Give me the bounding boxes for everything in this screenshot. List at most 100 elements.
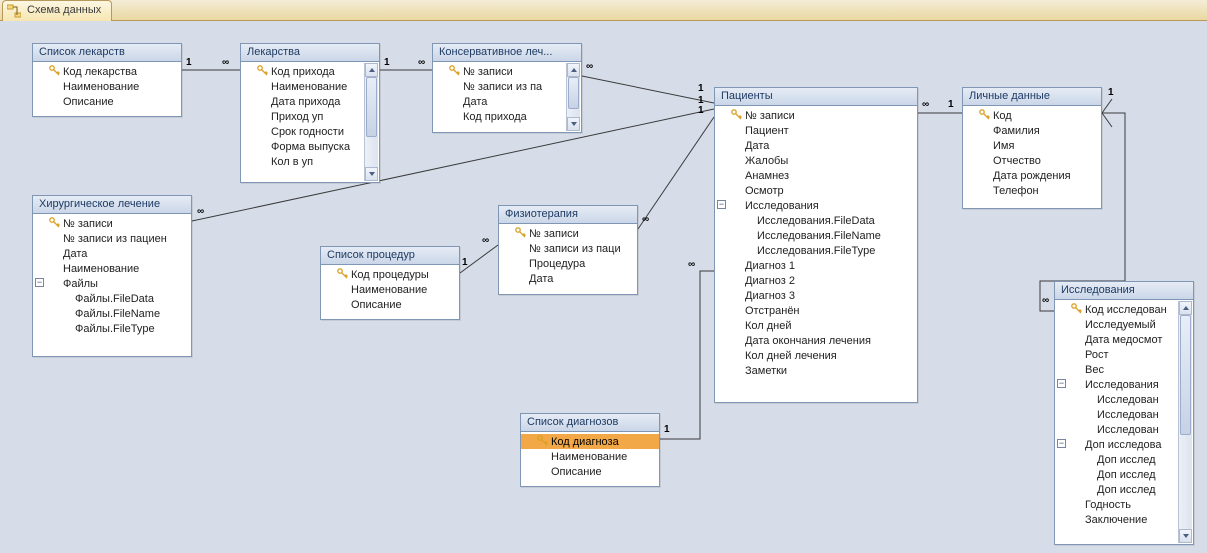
- scrollbar[interactable]: [364, 63, 378, 181]
- field-row[interactable]: Срок годности: [241, 124, 379, 139]
- scrollbar[interactable]: [566, 63, 580, 131]
- field-row[interactable]: Анамнез: [715, 168, 917, 183]
- field-row[interactable]: Дата медосмот: [1055, 332, 1193, 347]
- table-header[interactable]: Личные данные: [963, 88, 1101, 106]
- field-row[interactable]: Дата прихода: [241, 94, 379, 109]
- field-row[interactable]: Заключение: [1055, 512, 1193, 527]
- scroll-track[interactable]: [567, 77, 580, 117]
- field-row[interactable]: Наименование: [33, 261, 191, 276]
- field-row[interactable]: Имя: [963, 138, 1101, 153]
- field-row[interactable]: Файлы.FileData: [33, 291, 191, 306]
- field-row[interactable]: Исследуемый: [1055, 317, 1193, 332]
- scroll-down-button[interactable]: [1179, 529, 1192, 543]
- field-row[interactable]: Жалобы: [715, 153, 917, 168]
- field-row[interactable]: Отчество: [963, 153, 1101, 168]
- field-row[interactable]: Процедура: [499, 256, 637, 271]
- field-row[interactable]: Код прихода: [241, 64, 379, 79]
- scroll-down-button[interactable]: [567, 117, 580, 131]
- field-row[interactable]: Доп исслед: [1055, 482, 1193, 497]
- field-row[interactable]: № записи: [499, 226, 637, 241]
- field-row[interactable]: Описание: [33, 94, 181, 109]
- field-row[interactable]: Файлы.FileName: [33, 306, 191, 321]
- expand-toggle[interactable]: −: [35, 278, 44, 287]
- field-row[interactable]: Описание: [321, 297, 459, 312]
- expand-toggle[interactable]: −: [1057, 379, 1066, 388]
- table-spisok_procedur[interactable]: Список процедурКод процедурыНаименование…: [320, 246, 460, 320]
- table-header[interactable]: Лекарства: [241, 44, 379, 62]
- field-row[interactable]: −Исследования: [715, 198, 917, 213]
- field-row[interactable]: Наименование: [521, 449, 659, 464]
- scroll-thumb[interactable]: [366, 77, 377, 137]
- field-row[interactable]: Заметки: [715, 363, 917, 378]
- field-row[interactable]: Пациент: [715, 123, 917, 138]
- table-lichnye[interactable]: Личные данные КодФамилияИмяОтчествоДата р…: [962, 87, 1102, 209]
- table-header[interactable]: Физиотерапия: [499, 206, 637, 224]
- field-row[interactable]: Дата окончания лечения: [715, 333, 917, 348]
- field-row[interactable]: Кол дней лечения: [715, 348, 917, 363]
- field-row[interactable]: № записи из па: [433, 79, 581, 94]
- table-spisok_diagnozov[interactable]: Список диагнозов Код диагнозаНаименование…: [520, 413, 660, 487]
- field-row[interactable]: Доп исслед: [1055, 452, 1193, 467]
- field-row[interactable]: Код прихода: [433, 109, 581, 124]
- field-row[interactable]: −Доп исследова: [1055, 437, 1193, 452]
- field-row[interactable]: Код диагноза: [521, 434, 659, 449]
- field-row[interactable]: № записи: [33, 216, 191, 231]
- field-row[interactable]: Диагноз 1: [715, 258, 917, 273]
- tab-schema[interactable]: Схема данных: [2, 0, 112, 21]
- field-row[interactable]: Дата: [499, 271, 637, 286]
- scroll-up-button[interactable]: [1179, 301, 1192, 315]
- expand-toggle[interactable]: −: [717, 200, 726, 209]
- field-row[interactable]: Исследования.FileType: [715, 243, 917, 258]
- table-konservativnoe[interactable]: Консервативное леч...№ записи№ записи из…: [432, 43, 582, 133]
- field-row[interactable]: № записи из пациен: [33, 231, 191, 246]
- table-hirurg[interactable]: Хирургическое лечение № записи№ записи из…: [32, 195, 192, 357]
- field-row[interactable]: Наименование: [33, 79, 181, 94]
- table-pacienty[interactable]: Пациенты№ записиПациентДатаЖалобыАнамнез…: [714, 87, 918, 403]
- scroll-track[interactable]: [1179, 315, 1192, 529]
- field-row[interactable]: Описание: [521, 464, 659, 479]
- table-lekarstva[interactable]: Лекарства Код приходаНаименованиеДата при…: [240, 43, 380, 183]
- scroll-thumb[interactable]: [568, 77, 579, 109]
- field-row[interactable]: Рост: [1055, 347, 1193, 362]
- field-row[interactable]: Исследован: [1055, 422, 1193, 437]
- field-row[interactable]: Приход уп: [241, 109, 379, 124]
- field-row[interactable]: Кол в уп: [241, 154, 379, 169]
- field-row[interactable]: Осмотр: [715, 183, 917, 198]
- table-header[interactable]: Список процедур: [321, 247, 459, 265]
- field-row[interactable]: −Файлы: [33, 276, 191, 291]
- scroll-up-button[interactable]: [567, 63, 580, 77]
- table-header[interactable]: Список диагнозов: [521, 414, 659, 432]
- scroll-down-button[interactable]: [365, 167, 378, 181]
- table-spisok_lekarstv[interactable]: Список лекарств Код лекарстваНаименование…: [32, 43, 182, 117]
- field-row[interactable]: Исследования.FileData: [715, 213, 917, 228]
- field-row[interactable]: Диагноз 2: [715, 273, 917, 288]
- field-row[interactable]: Дата рождения: [963, 168, 1101, 183]
- field-row[interactable]: Наименование: [241, 79, 379, 94]
- field-row[interactable]: № записи из паци: [499, 241, 637, 256]
- field-row[interactable]: Вес: [1055, 362, 1193, 377]
- table-header[interactable]: Исследования: [1055, 282, 1193, 300]
- field-row[interactable]: Исследован: [1055, 392, 1193, 407]
- scroll-up-button[interactable]: [365, 63, 378, 77]
- field-row[interactable]: Код лекарства: [33, 64, 181, 79]
- table-fizioterapiya[interactable]: Физиотерапия № записи№ записи из пациПроц…: [498, 205, 638, 295]
- scroll-track[interactable]: [365, 77, 378, 167]
- table-header[interactable]: Хирургическое лечение: [33, 196, 191, 214]
- diagram-canvas[interactable]: 1∞1∞∞1∞11∞∞11∞∞11∞ Список лекарствКод ле…: [0, 21, 1207, 553]
- field-row[interactable]: Фамилия: [963, 123, 1101, 138]
- field-row[interactable]: Отстранён: [715, 303, 917, 318]
- field-row[interactable]: Исследован: [1055, 407, 1193, 422]
- field-row[interactable]: Код исследован: [1055, 302, 1193, 317]
- field-row[interactable]: Кол дней: [715, 318, 917, 333]
- field-row[interactable]: Телефон: [963, 183, 1101, 198]
- field-row[interactable]: Файлы.FileType: [33, 321, 191, 336]
- field-row[interactable]: Годность: [1055, 497, 1193, 512]
- field-row[interactable]: Дата: [433, 94, 581, 109]
- field-row[interactable]: Диагноз 3: [715, 288, 917, 303]
- field-row[interactable]: Исследования.FileName: [715, 228, 917, 243]
- field-row[interactable]: Наименование: [321, 282, 459, 297]
- table-header[interactable]: Список лекарств: [33, 44, 181, 62]
- table-issledovaniya[interactable]: Исследования Код исследованИсследуемыйДат…: [1054, 281, 1194, 545]
- field-row[interactable]: Форма выпуска: [241, 139, 379, 154]
- field-row[interactable]: Код: [963, 108, 1101, 123]
